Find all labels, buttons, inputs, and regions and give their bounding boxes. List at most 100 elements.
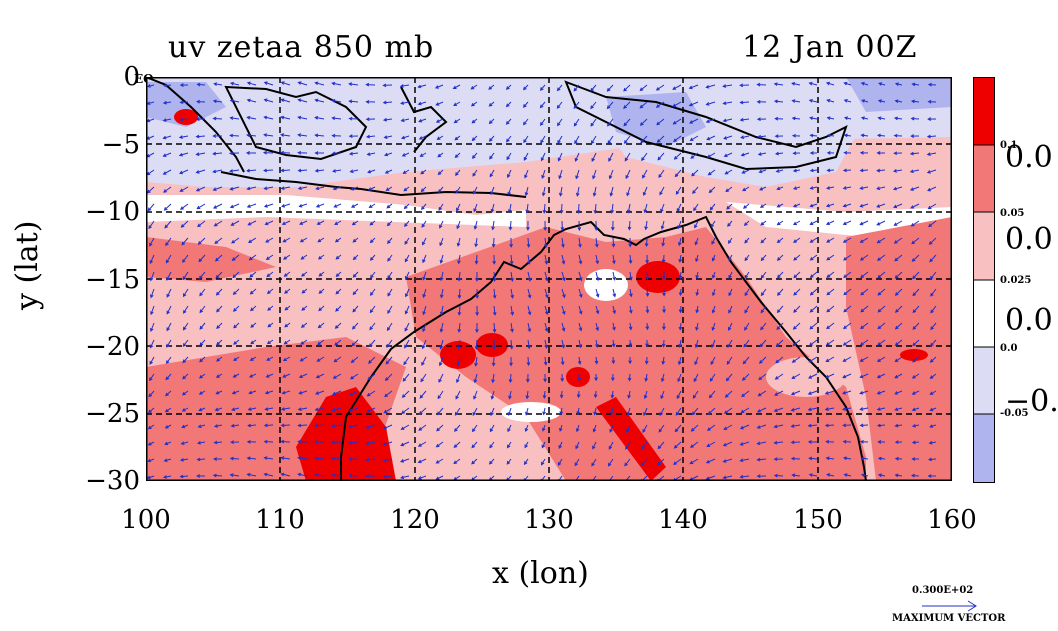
wind-vector-arrow — [527, 288, 532, 299]
wind-vector-arrow — [859, 339, 869, 346]
wind-vector-arrow — [280, 423, 291, 428]
wind-vector-arrow — [281, 220, 291, 225]
wind-vector-arrow — [678, 322, 683, 331]
wind-vector-arrow — [826, 254, 835, 261]
wind-vector-arrow — [894, 322, 903, 330]
wind-vector-arrow — [739, 100, 750, 105]
wind-vector-arrow — [740, 407, 750, 414]
wind-vector-arrow — [297, 98, 308, 103]
wind-vector-arrow — [759, 203, 767, 208]
wind-vector-arrow — [317, 237, 325, 243]
wind-vector-arrow — [773, 457, 784, 461]
wind-vector-arrow — [419, 390, 427, 399]
wind-vector-arrow — [707, 169, 716, 176]
wind-vector-arrow — [404, 305, 410, 315]
wind-vector-arrow — [263, 472, 274, 477]
wind-vector-arrow — [910, 203, 920, 209]
wind-vector-arrow — [909, 169, 920, 174]
wind-vector-arrow — [316, 220, 325, 225]
wind-vector-arrow — [706, 152, 716, 158]
wind-vector-arrow — [264, 407, 274, 411]
wind-vector-arrow — [369, 322, 376, 331]
wind-vector-arrow — [263, 168, 274, 173]
wind-vector-arrow — [527, 305, 532, 316]
wind-vector-arrow — [401, 407, 410, 415]
wind-vector-arrow — [301, 305, 308, 311]
wind-vector-arrow — [147, 458, 155, 463]
wind-vector-arrow — [182, 339, 189, 347]
wind-vector-arrow — [842, 186, 852, 190]
wind-vector-arrow — [166, 288, 172, 298]
wind-vector-arrow — [332, 186, 342, 191]
wind-vector-arrow — [708, 390, 716, 399]
wind-vector-arrow — [149, 271, 155, 282]
max-vector-label: MAXIMUM VECTOR — [892, 613, 1006, 624]
wind-vector-arrow — [656, 135, 665, 143]
wind-vector-arrow — [299, 220, 308, 225]
wind-vector-arrow — [926, 169, 937, 174]
wind-vector-arrow — [178, 135, 189, 139]
wind-vector-arrow — [544, 254, 549, 265]
wind-vector-arrow — [435, 458, 444, 464]
wind-vector-arrow — [825, 81, 835, 86]
wind-vector-arrow — [471, 441, 478, 449]
wind-vector-arrow — [417, 458, 427, 464]
wind-vector-arrow — [212, 169, 223, 174]
wind-vector-arrow — [232, 288, 240, 296]
wind-vector-arrow — [297, 439, 308, 444]
wind-vector-arrow — [265, 237, 274, 243]
wind-vector-arrow — [213, 82, 223, 86]
wind-vector-arrow — [195, 186, 206, 192]
wind-vector-arrow — [723, 407, 733, 414]
wind-vector-arrow — [249, 288, 257, 295]
cb-big-label-1: 0.0 — [1005, 140, 1053, 175]
wind-vector-arrow — [249, 356, 257, 361]
wind-vector-arrow — [403, 203, 410, 210]
wind-vector-arrow — [297, 186, 308, 190]
wind-vector-arrow — [298, 373, 308, 378]
wind-vector-arrow — [689, 135, 699, 142]
wind-vector-arrow — [809, 116, 818, 120]
wind-vector-arrow — [473, 220, 478, 230]
wind-vector-arrow — [365, 457, 376, 462]
wind-vector-arrow — [317, 254, 325, 260]
wind-vector-arrow — [471, 135, 478, 142]
wind-vector-arrow — [179, 117, 189, 122]
wind-vector-arrow — [574, 152, 580, 162]
wind-vector-arrow — [561, 288, 566, 299]
wind-vector-arrow — [843, 133, 852, 138]
wind-vector-arrow — [645, 271, 650, 281]
wind-vector-arrow — [776, 186, 784, 191]
wind-vector-arrow — [612, 288, 617, 298]
wind-vector-arrow — [454, 135, 461, 141]
wind-vector-arrow — [163, 203, 172, 211]
wind-vector-arrow — [369, 254, 376, 261]
wind-vector-arrow — [843, 150, 852, 155]
wind-vector-arrow — [149, 373, 155, 382]
wind-vector-arrow — [825, 220, 835, 225]
wind-vector-arrow — [826, 305, 835, 313]
wind-vector-arrow — [231, 254, 240, 261]
wind-vector-arrow — [624, 152, 631, 162]
wind-vector-arrow — [792, 339, 801, 347]
wind-vector-arrow — [722, 84, 733, 88]
wind-vector-arrow — [711, 271, 716, 279]
wind-vector-arrow — [543, 220, 548, 231]
wind-vector-arrow — [150, 288, 155, 299]
wind-vector-arrow — [231, 390, 240, 395]
wind-vector-arrow — [510, 271, 514, 282]
coast-nusa-tenggara — [360, 188, 527, 198]
wind-vector-arrow — [453, 441, 461, 449]
wind-vector-arrow — [573, 118, 580, 127]
wind-vector-arrow — [722, 118, 733, 123]
wind-vector-arrow — [911, 440, 920, 445]
wind-vector-arrow — [626, 424, 631, 434]
wind-vector-arrow — [199, 305, 206, 314]
wind-vector-arrow — [179, 458, 189, 462]
wind-vector-arrow — [640, 135, 648, 144]
wind-vector-arrow — [332, 390, 342, 396]
wind-vector-arrow — [826, 322, 835, 330]
wind-vector-arrow — [281, 390, 291, 395]
wind-vector-arrow — [593, 407, 597, 416]
wind-vector-arrow — [842, 168, 852, 173]
